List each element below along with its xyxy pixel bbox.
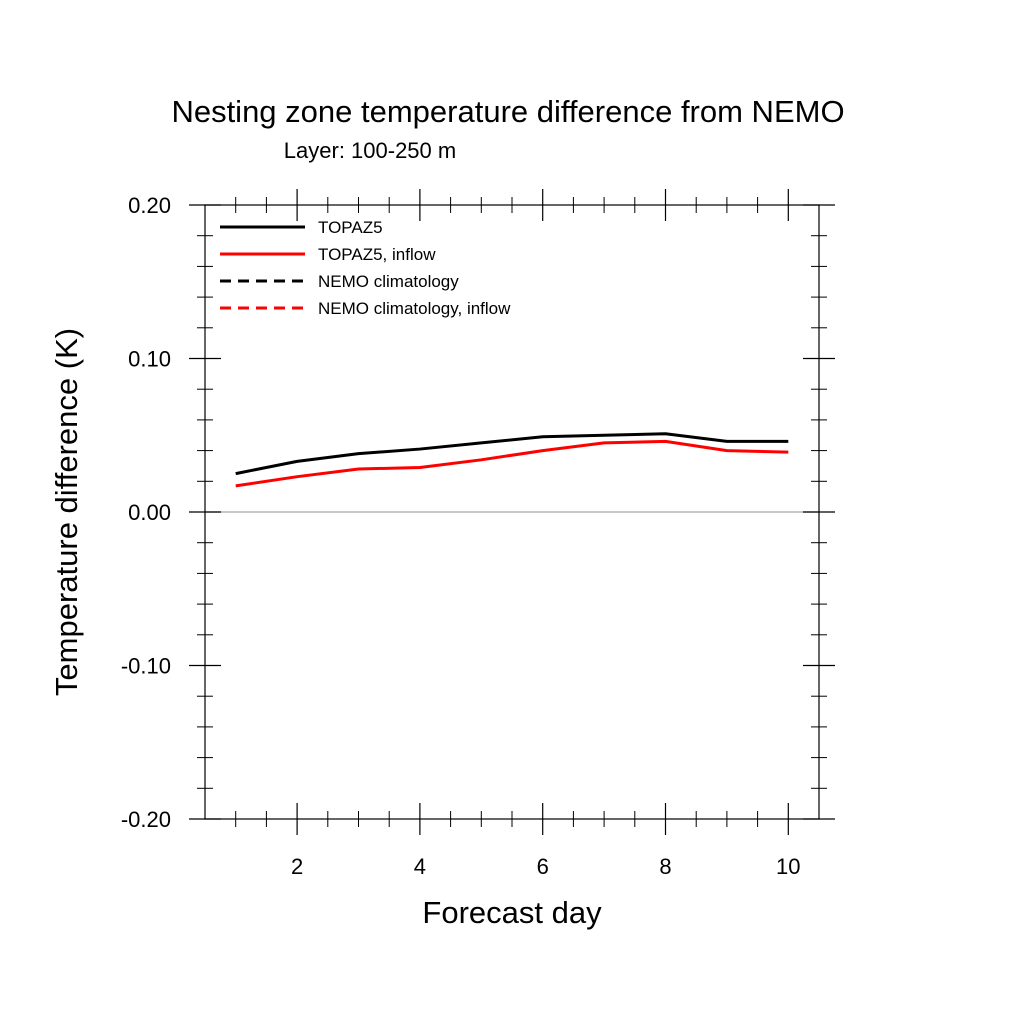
x-axis-label: Forecast day xyxy=(422,895,602,930)
y-tick-label: 0.20 xyxy=(128,193,171,218)
chart-subtitle: Layer: 100-250 m xyxy=(284,138,456,163)
legend-label: NEMO climatology xyxy=(318,272,459,291)
legend-label: TOPAZ5, inflow xyxy=(318,245,436,264)
series-line-0 xyxy=(235,432,789,476)
x-tick-label: 10 xyxy=(776,854,800,879)
y-tick-label: 0.10 xyxy=(128,347,171,372)
y-tick-label: -0.20 xyxy=(121,807,171,832)
x-tick-label: 2 xyxy=(291,854,303,879)
legend: TOPAZ5 TOPAZ5, inflow NEMO climatology NEMO… xyxy=(220,218,511,318)
x-tick-label: 6 xyxy=(537,854,549,879)
legend-label: TOPAZ5 xyxy=(318,218,383,237)
chart-title: Nesting zone temperature difference from… xyxy=(171,94,844,129)
x-tick-label: 4 xyxy=(414,854,426,879)
y-axis-label: Temperature difference (K) xyxy=(49,328,84,696)
plot-area: 2 4 6 8 10-0.20-0.100.000.100.20TOPAZ5TOPAZ5… xyxy=(121,189,835,879)
series-line-1 xyxy=(235,439,789,488)
y-tick-label: -0.10 xyxy=(121,654,171,679)
y-tick-label: 0.00 xyxy=(128,500,171,525)
x-tick-label: 8 xyxy=(659,854,671,879)
legend-label: NEMO climatology, inflow xyxy=(318,299,511,318)
